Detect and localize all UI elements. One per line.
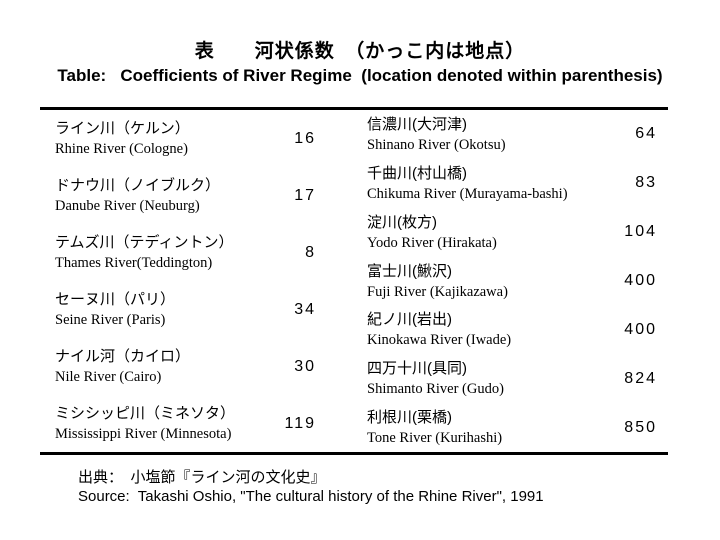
coefficient-value: 30 xyxy=(294,357,316,375)
river-names: 富士川(鰍沢) Fuji River (Kajikazawa) xyxy=(367,261,508,302)
river-name-en: Danube River (Neuburg) xyxy=(55,198,200,214)
river-names: 利根川(栗橋) Tone River (Kurihashi) xyxy=(367,407,502,448)
table-row: セーヌ川（パリ） Seine River (Paris) 34 xyxy=(55,281,316,338)
source-japanese: 出典： 小塩節『ライン河の文化史』 xyxy=(78,469,326,486)
table-row: 利根川(栗橋) Tone River (Kurihashi) 850 xyxy=(367,403,657,452)
river-name-jp: 利根川(栗橋) xyxy=(367,409,452,427)
table-row: 千曲川(村山橋) Chikuma River (Murayama-bashi) … xyxy=(367,159,657,208)
river-name-en: Mississippi River (Minnesota) xyxy=(55,426,232,442)
river-name-en: Tone River (Kurihashi) xyxy=(367,430,503,447)
coefficient-value: 400 xyxy=(624,320,657,338)
coefficient-value: 104 xyxy=(624,223,657,241)
table-column-japanese-rivers: 信濃川(大河津) Shinano River (Okotsu) 64 千曲川(村… xyxy=(320,110,668,452)
river-name-jp: テムズ川（テディントン） xyxy=(55,234,234,251)
page-title-japanese: 表 河状係数 （かっこ内は地点） xyxy=(194,41,526,62)
river-name-jp: 淀川(枚方) xyxy=(367,213,437,231)
river-names: 紀ノ川(岩出) Kinokawa River (Iwade) xyxy=(367,309,511,350)
river-names: セーヌ川（パリ） Seine River (Paris) xyxy=(55,289,175,330)
river-name-jp: 四万十川(具同) xyxy=(367,360,467,378)
river-name-en: Chikuma River (Murayama-bashi) xyxy=(367,185,568,202)
coefficient-value: 400 xyxy=(624,272,657,289)
river-name-jp: 富士川(鰍沢) xyxy=(367,262,452,280)
river-names: ライン川（ケルン） Rhine River (Cologne) xyxy=(55,118,190,159)
river-name-jp: ナイル河（カイロ） xyxy=(55,348,191,365)
river-names: 千曲川(村山橋) Chikuma River (Murayama-bashi) xyxy=(367,163,568,204)
river-name-en: Seine River (Paris) xyxy=(55,312,166,328)
coefficient-value: 850 xyxy=(624,418,657,436)
river-name-en: Kinokawa River (Iwade) xyxy=(367,332,512,349)
river-name-en: Fuji River (Kajikazawa) xyxy=(367,283,508,300)
table-row: テムズ川（テディントン） Thames River(Teddington) 8 xyxy=(55,224,316,281)
river-name-jp: ライン川（ケルン） xyxy=(55,120,190,137)
table-column-world-rivers: ライン川（ケルン） Rhine River (Cologne) 16 ドナウ川（… xyxy=(40,110,320,452)
coefficient-value: 64 xyxy=(635,125,657,143)
river-names: ナイル河（カイロ） Nile River (Cairo) xyxy=(55,346,190,387)
coefficient-value: 83 xyxy=(635,174,657,192)
river-name-en: Shimanto River (Gudo) xyxy=(367,381,504,398)
page-title-english: Table: Coefficients of River Regime (loc… xyxy=(57,66,663,85)
table-row: 信濃川(大河津) Shinano River (Okotsu) 64 xyxy=(367,110,657,159)
river-names: 四万十川(具同) Shimanto River (Gudo) xyxy=(367,358,504,399)
table-row: 淀川(枚方) Yodo River (Hirakata) 104 xyxy=(367,208,657,257)
coefficient-value: 34 xyxy=(294,300,316,318)
river-name-jp: ミシシッピ川（ミネソタ） xyxy=(55,405,236,422)
table-row: ミシシッピ川（ミネソタ） Mississippi River (Minnesot… xyxy=(55,395,316,452)
river-name-jp: 信濃川(大河津) xyxy=(367,115,467,133)
source-english: Source: Takashi Oshio, "The cultural his… xyxy=(78,488,544,505)
table-row: ライン川（ケルン） Rhine River (Cologne) 16 xyxy=(55,110,316,167)
river-names: ドナウ川（ノイブルク） Danube River (Neuburg) xyxy=(55,175,220,216)
table-row: 紀ノ川(岩出) Kinokawa River (Iwade) 400 xyxy=(367,305,657,354)
river-name-en: Thames River(Teddington) xyxy=(55,255,213,271)
river-name-en: Rhine River (Cologne) xyxy=(55,141,188,157)
river-name-jp: 千曲川(村山橋) xyxy=(367,164,467,182)
river-names: テムズ川（テディントン） Thames River(Teddington) xyxy=(55,232,234,273)
source-citation: 出典： 小塩節『ライン河の文化史』 Source: Takashi Oshio,… xyxy=(78,468,544,506)
river-regime-table: ライン川（ケルン） Rhine River (Cologne) 16 ドナウ川（… xyxy=(40,107,668,455)
table-row: 富士川(鰍沢) Fuji River (Kajikazawa) 400 xyxy=(367,257,657,306)
coefficient-value: 17 xyxy=(294,186,316,204)
river-name-en: Shinano River (Okotsu) xyxy=(367,136,506,153)
river-name-en: Yodo River (Hirakata) xyxy=(367,234,497,251)
coefficient-value: 16 xyxy=(294,129,316,147)
coefficient-value: 8 xyxy=(305,243,316,261)
river-name-jp: 紀ノ川(岩出) xyxy=(367,311,452,329)
coefficient-value: 119 xyxy=(284,414,316,432)
river-names: 信濃川(大河津) Shinano River (Okotsu) xyxy=(367,114,506,155)
river-name-en: Nile River (Cairo) xyxy=(55,369,162,385)
river-names: 淀川(枚方) Yodo River (Hirakata) xyxy=(367,212,497,253)
table-row: ドナウ川（ノイブルク） Danube River (Neuburg) 17 xyxy=(55,167,316,224)
river-names: ミシシッピ川（ミネソタ） Mississippi River (Minnesot… xyxy=(55,403,235,444)
river-name-jp: ドナウ川（ノイブルク） xyxy=(55,177,221,194)
table-row: ナイル河（カイロ） Nile River (Cairo) 30 xyxy=(55,338,316,395)
coefficient-value: 824 xyxy=(624,369,657,387)
table-row: 四万十川(具同) Shimanto River (Gudo) 824 xyxy=(367,354,657,403)
river-name-jp: セーヌ川（パリ） xyxy=(55,291,176,308)
